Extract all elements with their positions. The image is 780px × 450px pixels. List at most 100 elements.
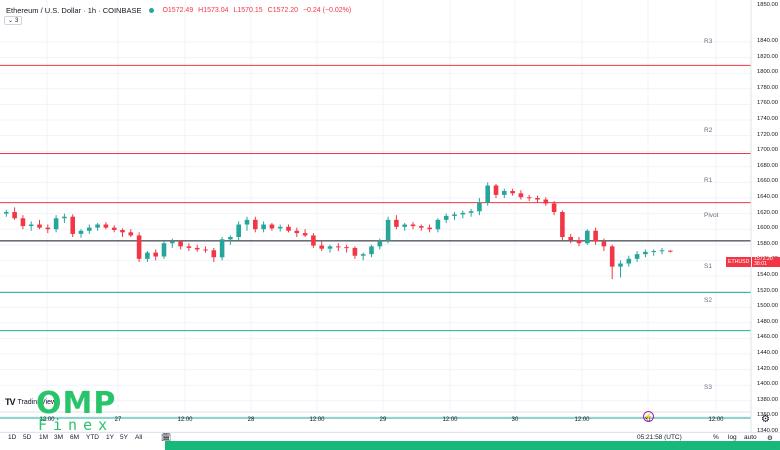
log-scale-button[interactable]: log	[728, 434, 737, 441]
candle-body	[402, 224, 407, 227]
candle-body	[493, 185, 499, 195]
time-axis-label: 12:00	[574, 417, 590, 423]
candle-body	[551, 203, 557, 213]
candle	[219, 237, 225, 261]
candle	[568, 233, 573, 244]
price-axis-label: 1600.00	[757, 225, 778, 232]
range-button-1y[interactable]: 1Y	[106, 434, 114, 441]
candle	[468, 208, 474, 217]
candle	[460, 210, 466, 219]
symbol-tag: ETHUSD	[726, 257, 752, 267]
candle	[95, 222, 100, 231]
calendar-icon[interactable]: 🗓	[161, 433, 172, 442]
candle-body	[385, 219, 391, 241]
omp-logo-text: OMP	[36, 386, 117, 421]
candle	[502, 188, 507, 198]
indicators-toggle-button[interactable]: ⌄ 3	[4, 16, 23, 25]
candle	[485, 182, 490, 206]
candle	[294, 227, 300, 237]
omp-finex-logo: OMP Finex	[36, 389, 136, 437]
range-button-1d[interactable]: 1D	[8, 434, 17, 441]
candle-body	[111, 227, 117, 230]
tradingview-logo[interactable]: TV TradingView	[5, 397, 56, 407]
candle-body	[626, 258, 632, 264]
candle	[170, 238, 175, 248]
candle-body	[568, 237, 573, 241]
candle	[327, 244, 333, 253]
candle	[402, 222, 407, 231]
candle-body	[277, 226, 283, 229]
candle	[419, 224, 424, 231]
candle-body	[319, 245, 324, 249]
last-price: 1572.20	[754, 256, 773, 262]
candle	[344, 244, 349, 253]
candle-body	[352, 247, 358, 256]
gear-icon[interactable]: ⚙	[767, 435, 773, 442]
candle-body	[12, 212, 17, 219]
range-button-6m[interactable]: 6M	[70, 434, 80, 441]
candle	[153, 249, 158, 261]
bar-countdown: 38:01	[754, 261, 767, 267]
candle	[634, 251, 640, 262]
candle	[186, 243, 192, 252]
candle	[178, 240, 183, 250]
candle	[128, 229, 134, 237]
range-button-1m[interactable]: 1M	[39, 434, 49, 441]
candle	[37, 219, 42, 230]
candle-body	[485, 185, 490, 203]
candle	[609, 244, 615, 280]
candle-body	[186, 246, 192, 248]
candle	[668, 250, 673, 253]
utc-clock[interactable]: 05:21:58 (UTC)	[637, 434, 682, 441]
candle	[526, 194, 532, 202]
candle-body	[78, 230, 84, 234]
candle	[253, 216, 258, 233]
gear-icon[interactable]: ⚙	[761, 414, 770, 425]
candle-body	[203, 249, 208, 251]
candle	[659, 247, 665, 255]
price-axis-label: 1340.00	[757, 428, 778, 434]
auto-scale-button[interactable]: auto	[744, 434, 757, 441]
range-button-3m[interactable]: 3M	[54, 434, 64, 441]
candle-body	[311, 235, 316, 246]
range-button-all[interactable]: All	[135, 434, 143, 441]
candle-body	[236, 224, 241, 237]
pivot-levels	[0, 64, 751, 419]
price-axis-label: 1380.00	[757, 396, 778, 403]
ohlc-change: −0.24 (−0.02%)	[302, 6, 352, 14]
range-button-ytd[interactable]: YTD	[86, 434, 99, 441]
candle-body	[452, 214, 457, 216]
candle-body	[518, 193, 524, 198]
candle	[360, 252, 366, 261]
brand-strip	[165, 441, 780, 450]
candle	[4, 209, 9, 217]
lightning-icon[interactable]: ⚡	[643, 411, 654, 422]
symbol-header[interactable]: Ethereum / U.S. Dollar · 1h · COINBASE O…	[6, 3, 354, 17]
candle-body	[535, 198, 540, 200]
candle-body	[477, 202, 482, 212]
price-axis-label: 1360.00	[757, 412, 778, 419]
candle-body	[194, 247, 200, 250]
candle-body	[394, 219, 399, 227]
candle	[53, 215, 59, 233]
candle-body	[269, 224, 275, 229]
candle-body	[601, 241, 607, 247]
candle-body	[659, 250, 665, 252]
candle-body	[219, 239, 225, 258]
range-button-5y[interactable]: 5Y	[120, 434, 128, 441]
candle-body	[136, 235, 142, 259]
symbol-title[interactable]: Ethereum / U.S. Dollar · 1h · COINBASE	[6, 5, 142, 15]
candle-body	[87, 227, 92, 231]
candle-body	[170, 241, 175, 244]
time-axis-label: 29	[379, 417, 387, 423]
time-axis-label: 12:00	[442, 417, 458, 423]
candle	[286, 224, 291, 233]
candle-body	[360, 254, 366, 256]
candle	[626, 255, 632, 267]
candle-body	[435, 219, 441, 230]
candle	[261, 221, 266, 233]
range-button-5d[interactable]: 5D	[23, 434, 32, 441]
candle-body	[668, 250, 673, 252]
percent-scale-button[interactable]: %	[713, 434, 719, 441]
